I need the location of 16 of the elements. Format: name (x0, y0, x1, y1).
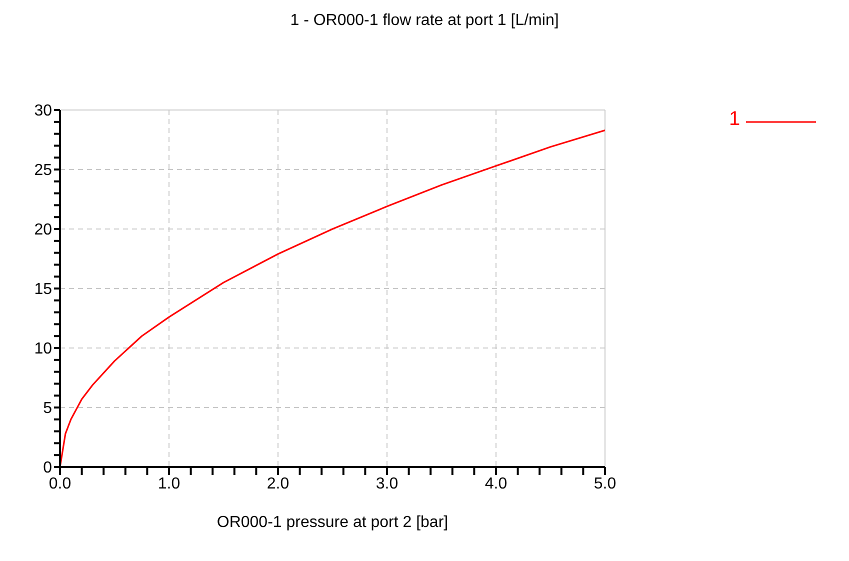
x-tick-label: 0.0 (48, 475, 72, 492)
x-tick-label: 5.0 (594, 475, 616, 492)
y-tick-label: 10 (34, 340, 52, 358)
y-tick-label: 25 (34, 162, 52, 180)
y-tick-label: 30 (34, 102, 52, 120)
x-tick-label: 1.0 (158, 475, 180, 492)
y-tick-label: 20 (34, 222, 52, 239)
x-tick-label: 3.0 (376, 475, 398, 492)
y-tick-label: 15 (34, 281, 52, 298)
x-axis-title: OR000-1 pressure at port 2 [bar] (216, 514, 448, 531)
x-tick-label: 4.0 (484, 475, 508, 492)
y-tick-label: 5 (43, 400, 52, 418)
y-tick-label: 0 (43, 460, 52, 477)
legend-label: 1 (729, 108, 740, 131)
chart-title: 1 - OR000-1 flow rate at port 1 [L/min] (289, 12, 560, 30)
x-tick-label: 2.0 (266, 475, 290, 492)
